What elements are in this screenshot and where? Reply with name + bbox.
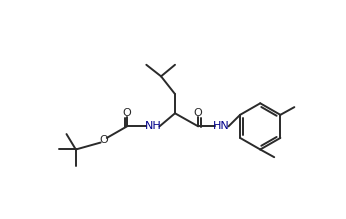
Text: O: O xyxy=(122,108,131,118)
Text: O: O xyxy=(99,135,108,145)
Text: NH: NH xyxy=(145,121,162,131)
Text: HN: HN xyxy=(213,121,230,131)
Text: O: O xyxy=(194,108,203,118)
